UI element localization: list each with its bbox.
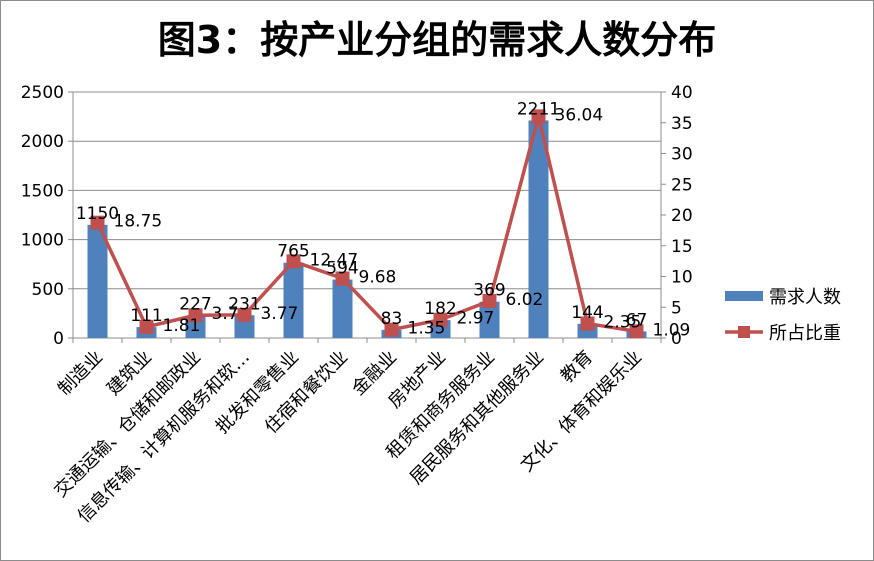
bar-data-label: 144 [571, 303, 603, 323]
line-marker [433, 312, 448, 327]
label-layer: 1150 111 227 231 765 594 83 182 369 2211 144 67 18.7… [76, 99, 690, 340]
right-axis-tick-label: 25 [671, 175, 693, 195]
bar [87, 224, 108, 338]
right-axis-tick-label: 15 [671, 237, 693, 257]
line-data-label: 1.81 [163, 316, 201, 336]
right-axis-tick-label: 35 [671, 114, 693, 134]
bar [479, 301, 500, 338]
category-label: 制造业 [54, 347, 107, 400]
legend-line-label: 所占比重 [769, 323, 841, 344]
line-series [95, 114, 637, 334]
left-axis-tick-label: 500 [32, 280, 64, 300]
right-axis-tick-label: 0 [671, 329, 682, 349]
line-data-label: 18.75 [114, 212, 163, 232]
bar-data-label: 111 [130, 306, 162, 326]
line-data-label: 3.7 [212, 304, 239, 324]
bar-data-label: 231 [228, 294, 260, 314]
line-marker [188, 308, 203, 323]
bar-data-label: 765 [277, 242, 309, 262]
line-data-label: 2.97 [457, 309, 495, 329]
line-marker [90, 215, 105, 230]
bar [332, 279, 353, 338]
chart-title: 图3：按产业分组的需求人数分布 [157, 18, 717, 62]
right-axis-tick-label: 30 [671, 145, 693, 165]
grid-layer [73, 91, 661, 290]
bar-data-label: 83 [381, 309, 403, 329]
left-axis-tick-label: 1500 [21, 181, 64, 201]
line-data-label: 9.68 [359, 267, 397, 287]
bar-data-label: 1150 [76, 204, 119, 224]
line-data-label: 1.09 [653, 320, 691, 340]
line-data-label: 36.04 [555, 105, 604, 125]
line-marker [335, 271, 350, 286]
legend-line-marker [738, 326, 750, 338]
bar-data-label: 182 [424, 299, 456, 319]
line-data-label: 1.35 [408, 319, 446, 339]
right-axis-tick-label: 40 [671, 83, 693, 103]
line-layer [90, 109, 644, 339]
left-axis-tick-label: 2500 [21, 83, 64, 103]
line-data-label: 6.02 [506, 290, 544, 310]
line-data-label: 12.47 [310, 250, 359, 270]
left-axis-tick-label: 2000 [21, 132, 64, 152]
bar [283, 262, 304, 338]
line-marker [580, 316, 595, 331]
bar [528, 120, 549, 339]
left-axis-tick-label: 1000 [21, 231, 64, 251]
bar-data-label: 67 [626, 310, 648, 330]
category-label: 教育 [557, 347, 597, 387]
right-axis-tick-label: 5 [671, 298, 682, 318]
legend-bar-swatch [725, 291, 763, 301]
line-data-label: 3.77 [261, 304, 299, 324]
line-marker [384, 322, 399, 337]
right-axis-tick-label: 20 [671, 206, 693, 226]
line-marker [482, 293, 497, 308]
right-axis-tick-label: 10 [671, 268, 693, 288]
line-data-label: 2.35 [604, 313, 642, 333]
left-axis-tick-label: 0 [53, 329, 64, 349]
bar-data-label: 594 [326, 259, 358, 279]
line-marker [139, 319, 154, 334]
bar-data-label: 227 [179, 295, 211, 315]
line-marker [237, 307, 252, 322]
line-marker [286, 254, 301, 269]
bar-data-label: 369 [473, 281, 505, 301]
line-marker [629, 324, 644, 339]
bar-data-label: 2211 [517, 99, 560, 119]
line-marker [531, 109, 546, 124]
legend-bar-label: 需求人数 [769, 287, 841, 308]
